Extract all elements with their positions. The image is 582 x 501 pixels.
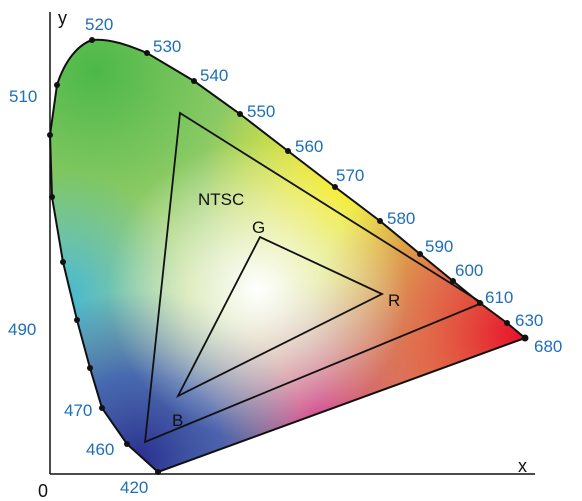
wavelength-dot-460 xyxy=(124,441,130,447)
inner-gamut-triangle xyxy=(175,235,385,399)
wavelength-dot-610 xyxy=(477,300,483,306)
origin-label: 0 xyxy=(38,481,48,501)
wavelength-label-510: 510 xyxy=(9,87,37,106)
wavelength-dot-490 xyxy=(74,317,80,323)
wavelength-label-570: 570 xyxy=(336,166,364,185)
wavelength-dot-570 xyxy=(332,184,338,190)
wavelength-dot-550 xyxy=(237,111,243,117)
wavelength-label-550: 550 xyxy=(247,102,275,121)
wavelength-dot-580 xyxy=(377,218,383,224)
wavelength-dot-505 xyxy=(47,132,53,138)
wavelength-label-680: 680 xyxy=(534,337,562,356)
primary-b-label: B xyxy=(172,411,183,430)
primary-g-label: G xyxy=(252,218,265,237)
ntsc-label: NTSC xyxy=(198,190,244,209)
wavelength-label-520: 520 xyxy=(85,15,113,34)
wavelength-label-630: 630 xyxy=(515,311,543,330)
wavelength-label-460: 460 xyxy=(86,440,114,459)
wavelength-dot-420 xyxy=(155,469,161,475)
wavelength-label-540: 540 xyxy=(200,66,228,85)
wavelength-dot-590 xyxy=(417,251,423,257)
wavelength-label-610: 610 xyxy=(485,288,513,307)
wavelength-label-420: 420 xyxy=(120,478,148,497)
wavelength-label-470: 470 xyxy=(64,401,92,420)
wavelength-label-560: 560 xyxy=(295,137,323,156)
y-axis-label: y xyxy=(58,8,67,28)
wavelength-markers xyxy=(47,37,529,475)
wavelength-dot-630 xyxy=(504,320,510,326)
spectral-locus-outline xyxy=(48,38,527,474)
wavelength-label-530: 530 xyxy=(153,37,181,56)
wavelength-dot-530 xyxy=(144,50,150,56)
ntsc-triangle xyxy=(143,111,484,444)
x-axis-label: x xyxy=(518,456,527,476)
wavelength-label-490: 490 xyxy=(8,320,36,339)
wavelength-dot-680 xyxy=(521,334,529,342)
wavelength-labels: 420 460 470 490 510 520 530 540 550 560 … xyxy=(8,15,562,497)
primary-r-label: R xyxy=(388,291,400,310)
wavelength-dot-540 xyxy=(191,78,197,84)
wavelength-dot-520 xyxy=(89,37,95,43)
wavelength-dot-495 xyxy=(60,259,66,265)
wavelength-dot-500 xyxy=(49,194,55,200)
wavelength-label-600: 600 xyxy=(455,261,483,280)
wavelength-dot-470 xyxy=(99,405,105,411)
wavelength-dot-475 xyxy=(87,365,93,371)
wavelength-dot-560 xyxy=(285,148,291,154)
wavelength-label-580: 580 xyxy=(387,209,415,228)
wavelength-dot-510 xyxy=(54,82,60,88)
wavelength-label-590: 590 xyxy=(425,237,453,256)
wavelength-dot-600 xyxy=(450,278,456,284)
